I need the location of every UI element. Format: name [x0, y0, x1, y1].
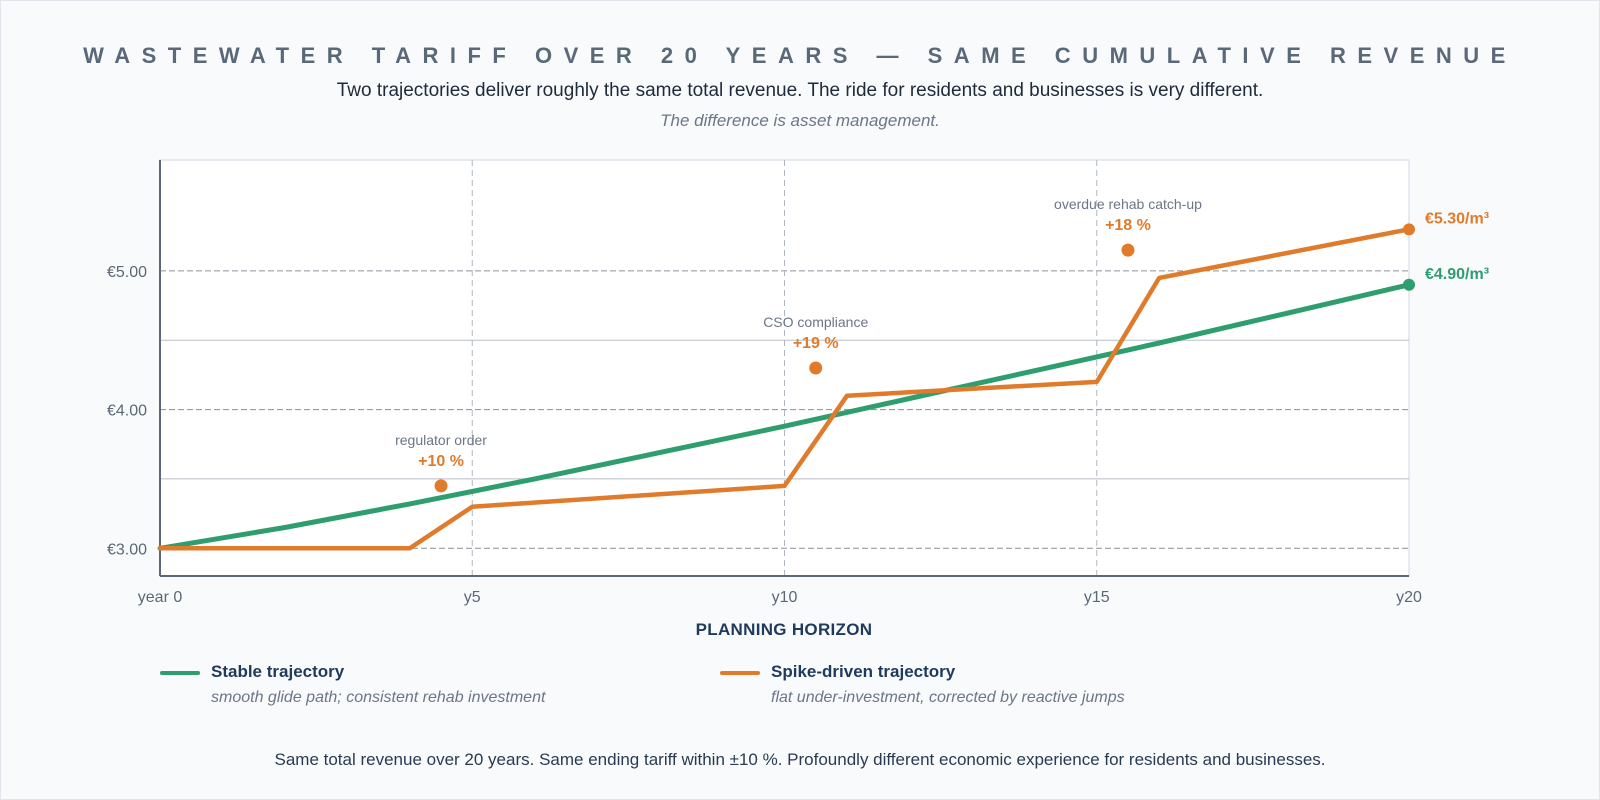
end-point-stable — [1403, 278, 1415, 291]
annotation-label: regulator order — [395, 432, 487, 448]
chart-subtitle: Two trajectories deliver roughly the sam… — [336, 80, 1264, 101]
x-tick-label: y5 — [464, 589, 481, 606]
annotation-value: +19 % — [793, 335, 839, 352]
legend-swatch-spike — [720, 671, 760, 675]
legend-swatch-stable — [160, 671, 200, 675]
x-tick-label: year 0 — [138, 589, 183, 606]
legend-desc-stable: smooth glide path; consistent rehab inve… — [211, 689, 546, 706]
chart-note: The difference is asset management. — [660, 111, 940, 130]
annotation-value: +18 % — [1105, 217, 1151, 234]
y-tick-label: €4.00 — [107, 403, 147, 420]
end-value-label-stable: €4.90/m³ — [1425, 266, 1489, 283]
legend-label-spike: Spike-driven trajectory — [771, 662, 956, 681]
annotation-point — [809, 361, 823, 375]
x-tick-label: y15 — [1084, 589, 1110, 606]
chart-title: WASTEWATER TARIFF OVER 20 YEARS — SAME C… — [83, 43, 1517, 68]
series-line-stable — [157, 282, 1412, 551]
annotation-point — [434, 479, 448, 493]
annotation-point — [1121, 243, 1135, 257]
chart-footer: Same total revenue over 20 years. Same e… — [274, 750, 1326, 769]
end-value-label-spike: €5.30/m³ — [1425, 210, 1489, 227]
x-axis-title: PLANNING HORIZON — [695, 620, 873, 639]
end-point-spike — [1403, 223, 1415, 236]
legend-label-stable: Stable trajectory — [211, 662, 345, 681]
x-tick-label: y10 — [772, 589, 798, 606]
y-tick-label: €5.00 — [107, 264, 147, 281]
y-tick-label: €3.00 — [107, 541, 147, 558]
plot-area — [159, 159, 1410, 577]
x-tick-label: y20 — [1396, 589, 1422, 606]
annotation-value: +10 % — [418, 453, 464, 470]
annotation-label: CSO compliance — [763, 314, 868, 330]
series-line-spike — [157, 227, 1412, 551]
legend-desc-spike: flat under-investment, corrected by reac… — [771, 689, 1125, 706]
annotation-label: overdue rehab catch-up — [1054, 196, 1202, 212]
